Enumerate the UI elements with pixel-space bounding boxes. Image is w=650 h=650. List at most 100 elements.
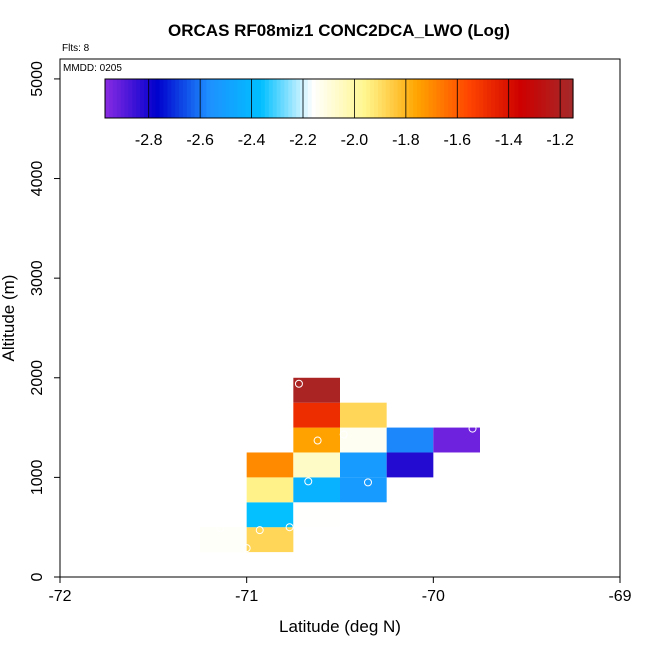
- colorbar-segment: [495, 79, 500, 118]
- colorbar-segment: [534, 79, 539, 118]
- flight-point: [242, 544, 251, 553]
- colorbar-segment: [374, 79, 379, 118]
- colorbar-segment: [389, 79, 395, 118]
- colorbar-segment: [300, 79, 305, 118]
- date-label: MMDD: 0205: [63, 63, 122, 74]
- colorbar-segment: [350, 79, 356, 118]
- colorbar-segment: [428, 79, 434, 118]
- colorbar-segment: [487, 79, 492, 118]
- colorbar-segment: [159, 79, 165, 118]
- heatmap-cell: [340, 477, 387, 503]
- colorbar-segment: [257, 79, 262, 118]
- flight-point: [304, 477, 313, 486]
- colorbar-segment: [385, 79, 391, 118]
- colorbar-segment: [268, 79, 274, 118]
- colorbar-segment: [549, 79, 555, 118]
- plot-frame: [59, 58, 621, 578]
- colorbar-segment: [541, 79, 547, 118]
- heatmap-cell: [386, 427, 434, 453]
- x-axis-label: Latitude (deg N): [279, 617, 401, 636]
- heatmap-cell: [340, 427, 387, 453]
- colorbar-segment: [292, 79, 297, 118]
- colorbar-segment: [471, 79, 477, 118]
- colorbar-segment: [190, 79, 196, 118]
- colorbar-segment: [151, 79, 157, 118]
- flight-point: [339, 430, 348, 439]
- colorbar-segment: [479, 79, 484, 118]
- colorbar-segment: [483, 79, 488, 118]
- colorbar-segment: [378, 79, 383, 118]
- colorbar-segment: [315, 79, 321, 118]
- colorbar-segment: [206, 79, 211, 118]
- flight-point: [294, 379, 303, 388]
- colorbar-segment: [225, 79, 231, 118]
- heatmap-cell: [246, 452, 294, 478]
- colorbar-segment: [510, 79, 516, 118]
- colorbar-segment: [218, 79, 223, 118]
- colorbar-segment: [335, 79, 340, 118]
- colorbar-segment: [463, 79, 469, 118]
- colorbar-segment: [405, 79, 410, 118]
- colorbar-segment: [491, 79, 496, 118]
- colorbar-segment: [198, 79, 204, 118]
- colorbar-segment: [147, 79, 153, 118]
- colorbar-segment: [144, 79, 149, 118]
- colorbar-segment: [393, 79, 399, 118]
- colorbar-segment: [167, 79, 172, 118]
- x-tick-label: -71: [235, 588, 258, 605]
- flight-point: [216, 524, 225, 533]
- colorbar-segment: [124, 79, 129, 118]
- colorbar-segment: [467, 79, 473, 118]
- heatmap-cell: [246, 527, 294, 553]
- colorbar-tick-label: -2.0: [341, 132, 369, 149]
- colorbar-segment: [105, 79, 110, 118]
- colorbar-segment: [381, 79, 387, 118]
- colorbar-segment: [498, 79, 504, 118]
- colorbar-segment: [128, 79, 133, 118]
- colorbar-segment: [175, 79, 180, 118]
- x-tick-label: -69: [608, 588, 631, 605]
- colorbar-segment: [456, 79, 461, 118]
- heatmap-cell: [433, 427, 480, 453]
- colorbar-tick-label: -1.4: [495, 132, 523, 149]
- colorbar-segment: [553, 79, 558, 118]
- colorbar-segment: [323, 79, 328, 118]
- colorbar-segment: [136, 79, 141, 118]
- colorbar-tick-label: -1.8: [392, 132, 420, 149]
- colorbar-segment: [459, 79, 465, 118]
- colorbar-segment: [424, 79, 430, 118]
- colorbar-segment: [420, 79, 426, 118]
- colorbar-segment: [132, 79, 137, 118]
- colorbar-segment: [366, 79, 371, 118]
- colorbar-tick-label: -1.6: [443, 132, 471, 149]
- y-tick-label: 3000: [29, 260, 46, 296]
- colorbar-segment: [432, 79, 438, 118]
- heatmap-cell: [200, 527, 247, 553]
- colorbar-segment: [557, 79, 562, 118]
- colorbar-segment: [401, 79, 406, 118]
- colorbar-segment: [307, 79, 313, 118]
- heatmap-cell: [293, 502, 340, 528]
- colorbar-segment: [229, 79, 235, 118]
- colorbar-segment: [108, 79, 114, 118]
- colorbar-segment: [518, 79, 523, 118]
- flight-point: [255, 526, 264, 535]
- colorbar-segment: [319, 79, 324, 118]
- y-tick-label: 0: [29, 572, 46, 581]
- y-axis-label: Altitude (m): [0, 275, 18, 362]
- plot-area: [59, 58, 621, 578]
- colorbar-segment: [194, 79, 200, 118]
- colorbar-segment: [112, 79, 118, 118]
- colorbar-segment: [397, 79, 402, 118]
- heatmap-cell: [293, 427, 340, 453]
- heatmap-cell: [340, 452, 387, 478]
- colorbar-segment: [171, 79, 176, 118]
- colorbar-segment: [163, 79, 168, 118]
- colorbar-segment: [120, 79, 126, 118]
- y-axis: 0 1000 2000 3000 4000 5000: [29, 61, 60, 581]
- colorbar-segment: [261, 79, 266, 118]
- heatmap-cell: [386, 452, 434, 478]
- heatmap-cell: [293, 452, 340, 478]
- colorbar-segment: [202, 79, 207, 118]
